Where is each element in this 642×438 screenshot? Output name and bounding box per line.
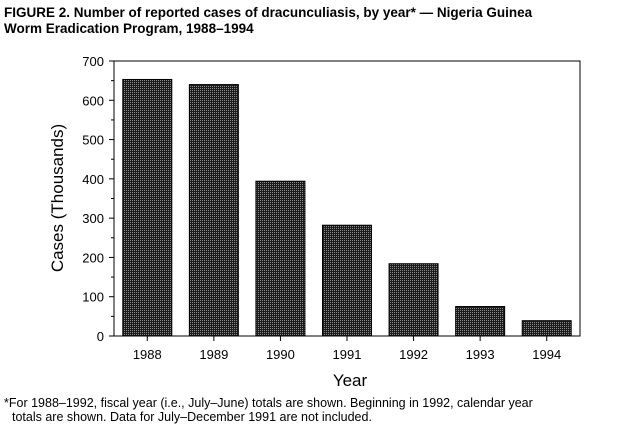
y-axis: 0 100 200 300 400 500 600 700 <box>82 54 114 344</box>
figure-label: FIGURE 2. <box>4 5 71 20</box>
y-tick-label: 200 <box>82 250 104 265</box>
bar-1994 <box>521 320 572 337</box>
x-tick-label: 1992 <box>399 347 428 362</box>
bars <box>122 78 572 337</box>
x-tick-label: 1989 <box>199 347 228 362</box>
bar-1992 <box>388 263 439 337</box>
y-axis-label: Cases (Thousands) <box>48 124 67 272</box>
x-tick-label: 1988 <box>133 347 162 362</box>
footnote-line1: *For 1988–1992, fiscal year (i.e., July–… <box>4 396 533 410</box>
y-tick-label: 300 <box>82 211 104 226</box>
footnote-line2: totals are shown. Data for July–December… <box>12 410 372 424</box>
chart-title: FIGURE 2. Number of reported cases of dr… <box>4 5 636 37</box>
x-tick-label: 1994 <box>532 347 561 362</box>
bar-1993 <box>455 306 506 337</box>
title-line1: Number of reported cases of dracunculias… <box>73 5 533 20</box>
y-tick-label: 700 <box>82 54 104 69</box>
x-tick-label: 1990 <box>266 347 295 362</box>
x-axis-label: Year <box>333 371 368 390</box>
x-tick-label: 1993 <box>466 347 495 362</box>
x-axis: 1988 1989 1990 1991 1992 1993 1994 <box>133 336 561 362</box>
bar-1988 <box>122 78 173 337</box>
y-tick-label: 500 <box>82 133 104 148</box>
y-tick-label: 100 <box>82 290 104 305</box>
bar-1991 <box>322 224 372 337</box>
y-tick-label: 400 <box>82 172 104 187</box>
title-line2: Worm Eradication Program, 1988–1994 <box>4 21 254 36</box>
bar-1990 <box>255 180 306 337</box>
x-tick-label: 1991 <box>333 347 362 362</box>
bar-1989 <box>188 84 239 337</box>
y-tick-label: 0 <box>97 329 104 344</box>
footnote: *For 1988–1992, fiscal year (i.e., July–… <box>4 396 636 424</box>
y-tick-label: 600 <box>82 93 104 108</box>
